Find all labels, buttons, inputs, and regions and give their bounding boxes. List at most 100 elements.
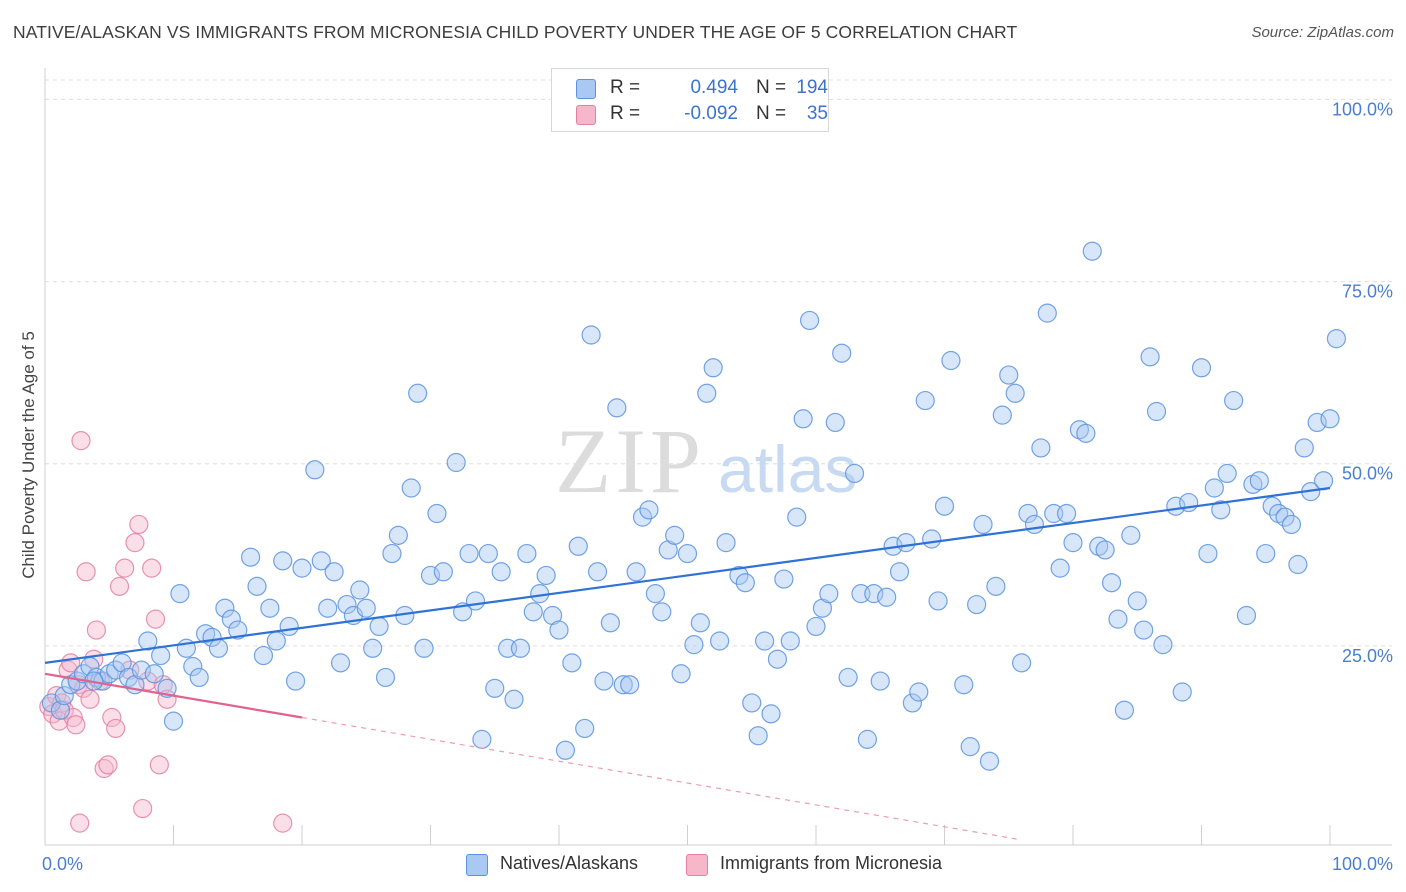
data-point [819, 584, 839, 604]
legend-r-label: R = [610, 103, 641, 124]
data-point [1146, 401, 1167, 422]
data-point [388, 525, 408, 545]
data-point [427, 503, 447, 524]
data-point [61, 675, 81, 695]
data-point [934, 496, 955, 516]
y-tick-label: 25.0% [1342, 646, 1393, 666]
data-point [1114, 700, 1135, 720]
x-tick-label: 100.0% [1332, 854, 1393, 874]
data-point [600, 613, 621, 633]
data-point [536, 565, 556, 586]
data-point [221, 609, 241, 629]
data-point [459, 543, 479, 564]
data-point [1024, 514, 1045, 535]
data-point [838, 667, 858, 688]
y-tick-label: 50.0% [1342, 464, 1393, 484]
data-point [279, 616, 299, 637]
data-point [1011, 653, 1032, 673]
data-point [318, 598, 338, 618]
data-point [967, 594, 987, 615]
series-natives [41, 241, 1347, 771]
data-point [729, 565, 749, 586]
trend-lines [44, 486, 1331, 841]
data-point [1134, 620, 1154, 640]
data-point [247, 576, 267, 596]
y-tick-label: 100.0% [1332, 99, 1393, 119]
data-point [665, 525, 685, 545]
data-point [120, 660, 140, 680]
data-point [825, 412, 845, 433]
data-point [485, 678, 505, 698]
legend-label-micronesia: Immigrants from Micronesia [720, 853, 943, 873]
data-point [52, 693, 72, 713]
data-point [774, 569, 794, 589]
data-point [844, 463, 865, 484]
data-point [1082, 241, 1102, 261]
data-point [1050, 558, 1070, 578]
data-point [363, 638, 383, 658]
data-point [517, 543, 537, 564]
data-point [266, 631, 286, 651]
data-point [94, 758, 114, 779]
legend-r-label: R = [610, 77, 641, 98]
data-point [684, 635, 704, 655]
data-point [382, 543, 402, 564]
data-point [652, 602, 672, 622]
data-point [787, 507, 807, 527]
data-point [1217, 463, 1237, 484]
data-point [960, 737, 980, 757]
data-point [1140, 347, 1160, 367]
data-point [767, 649, 788, 669]
data-point [142, 558, 162, 578]
data-point [1076, 423, 1096, 443]
data-point [73, 664, 94, 684]
data-point [253, 645, 274, 666]
data-point [54, 686, 74, 706]
y-tick-label: 75.0% [1342, 282, 1393, 302]
x-tick-label: 0.0% [42, 854, 83, 874]
data-point [356, 598, 376, 618]
data-point [1288, 554, 1308, 575]
data-point [742, 693, 762, 713]
data-point [350, 580, 370, 600]
data-point [986, 576, 1006, 596]
watermark-zip: ZIP [555, 410, 705, 512]
data-point [581, 325, 601, 345]
data-point [1313, 471, 1334, 491]
data-point [1326, 329, 1347, 349]
data-point [1243, 474, 1263, 494]
data-point [1095, 540, 1115, 560]
data-point [510, 638, 531, 658]
data-point [66, 715, 86, 735]
data-point [408, 383, 428, 403]
data-point [703, 358, 723, 378]
data-point [690, 613, 710, 633]
legend-n-value: 35 [806, 103, 828, 124]
data-point [241, 547, 261, 567]
data-point [324, 562, 344, 582]
data-point [375, 667, 396, 688]
data-point [735, 573, 755, 593]
data-point [645, 584, 665, 604]
data-point [189, 667, 209, 688]
data-point [620, 675, 640, 695]
data-point [305, 460, 325, 480]
data-point [369, 616, 389, 637]
data-point [922, 529, 942, 549]
data-point [98, 755, 118, 775]
source-label: Source: ZipAtlas.com [1251, 24, 1394, 41]
data-point [401, 478, 421, 498]
data-point [1198, 543, 1218, 564]
data-point [1249, 471, 1269, 491]
data-point [106, 718, 126, 739]
data-point [1101, 573, 1122, 593]
trend-line-micronesia [44, 672, 303, 719]
legend-n-label: N = [756, 103, 787, 124]
stats-legend: R = 0.494 N = 194 R = -0.092 N = 35 [551, 68, 829, 132]
data-point [632, 507, 653, 527]
data-point [133, 798, 153, 819]
data-point [902, 693, 922, 713]
data-point [433, 562, 453, 582]
data-point [311, 551, 331, 571]
